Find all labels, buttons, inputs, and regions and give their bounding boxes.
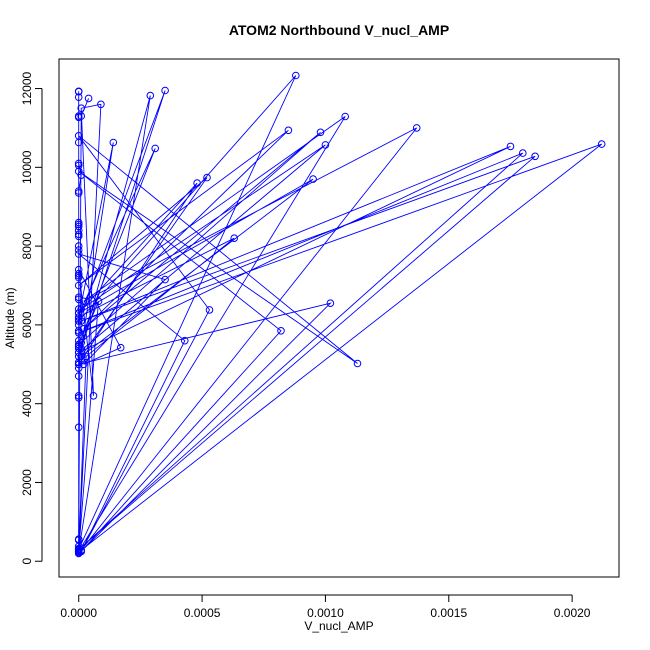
data-point [84, 94, 93, 103]
data-point [597, 140, 606, 148]
data-point [74, 364, 83, 373]
data-point [353, 359, 362, 368]
y-tick-label: 12000 [20, 71, 34, 105]
data-point [74, 87, 83, 96]
data-point [74, 250, 83, 258]
data-point [74, 161, 83, 170]
data-point [74, 220, 83, 229]
data-point [74, 329, 83, 337]
data-point [74, 394, 83, 402]
data-point [74, 348, 83, 357]
data-point [326, 299, 335, 308]
data-point [77, 338, 85, 347]
data-point [284, 126, 293, 135]
data-point [321, 141, 330, 149]
data-point [74, 232, 83, 241]
data-point [316, 128, 325, 137]
data-point [74, 189, 83, 197]
data-point [74, 273, 83, 282]
data-point [77, 317, 85, 325]
x-tick-label: 0.0010 [307, 606, 344, 620]
data-point [181, 336, 189, 345]
x-tick-label: 0.0020 [554, 606, 591, 620]
data-point [74, 230, 83, 239]
data-point [74, 340, 83, 349]
y-tick-label: 6000 [20, 311, 34, 338]
data-point [277, 327, 285, 335]
data-point [74, 226, 83, 235]
data-point [205, 306, 214, 314]
data-point [116, 343, 125, 352]
data-point [74, 309, 83, 317]
data-point [161, 275, 169, 284]
data-point [109, 138, 118, 147]
data-point [341, 112, 350, 121]
data-point [74, 352, 83, 361]
x-axis-label: V_nucl_AMP [304, 619, 373, 633]
x-tick-label: 0.0005 [184, 606, 221, 620]
data-point [203, 173, 211, 182]
y-axis: 0 2000 4000 6000 8000 10000 12000 [20, 71, 43, 565]
data-point [74, 372, 83, 380]
data-point [79, 297, 88, 306]
data-point [74, 246, 83, 254]
y-tick-label: 0 [20, 558, 34, 565]
data-point [292, 71, 300, 80]
data-point [94, 297, 103, 306]
data-point [74, 93, 83, 101]
data-point [77, 344, 85, 353]
x-tick-label: 0.0000 [60, 606, 97, 620]
plot-frame [58, 58, 620, 578]
y-tick-label: 4000 [20, 390, 34, 417]
data-point [74, 187, 83, 195]
data-point [74, 281, 83, 290]
data-point [146, 91, 155, 100]
data-point [97, 100, 105, 109]
y-tick-label: 2000 [20, 469, 34, 496]
data-point [74, 242, 83, 250]
data-point [79, 325, 88, 333]
y-tick-label: 8000 [20, 232, 34, 259]
data-point [74, 167, 83, 176]
data-point [74, 392, 83, 400]
data-point [74, 321, 83, 329]
data-point [161, 86, 169, 95]
data-point [412, 124, 421, 132]
data-point [74, 159, 83, 168]
data-point [77, 305, 85, 313]
data-point [506, 142, 515, 151]
data-point [74, 548, 83, 557]
data-point [77, 112, 85, 120]
data-point [230, 234, 238, 242]
x-tick-label: 0.0015 [430, 606, 467, 620]
data-point [77, 104, 85, 112]
data-point [74, 360, 83, 369]
data-point [74, 132, 83, 140]
x-axis: 0.0000 0.0005 0.0010 0.0015 0.0020 [60, 594, 591, 620]
data-point [89, 392, 98, 400]
data-point [151, 144, 159, 153]
chart-title: ATOM2 Northbound V_nucl_AMP [229, 22, 449, 38]
data-point [74, 317, 83, 325]
data-point [74, 327, 83, 335]
data-point [74, 265, 83, 274]
data-point [74, 222, 83, 231]
series-layer [74, 71, 606, 558]
data-point [77, 352, 85, 361]
y-axis-label: Altitude (m) [3, 287, 17, 348]
data-point [193, 179, 201, 187]
data-point [74, 313, 83, 321]
data-point [79, 360, 88, 369]
data-point [309, 175, 317, 183]
data-point [519, 149, 527, 157]
series-line [78, 75, 602, 553]
data-point [82, 352, 90, 361]
y-tick-label: 10000 [20, 150, 34, 184]
data-point [531, 152, 539, 161]
data-point [74, 423, 83, 432]
data-point [77, 356, 85, 365]
data-point [74, 218, 83, 227]
